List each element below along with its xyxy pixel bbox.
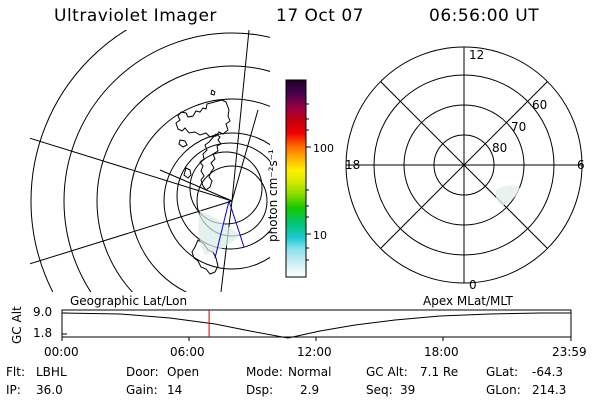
gcalt-label: GC Alt: [366, 365, 408, 379]
mode-label: Mode: [246, 365, 283, 379]
map-aurora [198, 210, 240, 255]
time-label: 06:56:00 UT [429, 6, 540, 26]
seq-value: 39 [400, 383, 416, 397]
glat-value: -64.3 [532, 365, 564, 379]
satellite-track [214, 200, 245, 259]
timeline-x-tick: 06:00 [170, 345, 205, 359]
lat-80-label: 80 [492, 141, 507, 155]
coastline [178, 139, 188, 148]
date-label: 17 Oct 07 [276, 6, 364, 26]
flt-value: LBHL [36, 365, 67, 379]
coastline [183, 167, 192, 179]
flt-label: Flt: [6, 365, 25, 379]
timeline-x-tick: 23:59 [552, 345, 587, 359]
colorbar-tick-100: 100 [313, 142, 334, 155]
timeline-x-tick: 12:00 [297, 345, 332, 359]
mlt-6-label: 6 [577, 158, 585, 172]
mode-value: Normal [288, 365, 332, 379]
glat-label: GLat: [486, 365, 519, 379]
gain-value: 14 [167, 383, 183, 397]
seq-label: Seq: [366, 383, 393, 397]
door-value: Open [167, 365, 200, 379]
dsp-label: Dsp: [246, 383, 274, 397]
timeline-x-tick: 18:00 [424, 345, 459, 359]
polar-diagonal-2 [380, 81, 548, 249]
apex-label: Apex MLat/MLT [423, 294, 513, 308]
colorbar [285, 79, 307, 278]
polar-aurora [495, 185, 520, 206]
mlt-18-label: 18 [345, 158, 360, 172]
mlt-12-label: 12 [469, 48, 484, 62]
magnetic-ring-outer [176, 142, 270, 250]
polar-plot [345, 46, 583, 284]
longitude-lines [30, 30, 259, 292]
gain-label: Gain: [126, 383, 158, 397]
dsp-value: 2.9 [300, 383, 320, 397]
coastline [175, 99, 231, 138]
ip-value: 36.0 [36, 383, 63, 397]
timeline-y-top: 9.0 [33, 305, 53, 319]
coastline [199, 133, 222, 191]
latitude-lines [30, 30, 270, 292]
colorbar-ticks [306, 103, 311, 261]
colorbar-unit-label: photon cm⁻²s⁻¹ [266, 149, 280, 242]
app-title: Ultraviolet Imager [54, 6, 217, 26]
timeline-x-ticks [61, 337, 572, 341]
glon-value: 214.3 [532, 383, 567, 397]
glon-label: GLon: [486, 383, 521, 397]
timeline-ylabel: GC Alt [10, 306, 24, 344]
timeline-y-ticks [62, 312, 67, 335]
gcalt-value: 7.1 Re [420, 365, 459, 379]
timeline-y-bottom: 1.8 [33, 326, 53, 340]
colorbar-tick-10: 10 [313, 229, 327, 242]
altitude-curve [61, 312, 571, 339]
ip-label: IP: [6, 383, 21, 397]
lat-70-label: 70 [511, 120, 526, 134]
geographic-map [30, 30, 270, 292]
door-label: Door: [126, 365, 159, 379]
magnetic-ring-inner [189, 151, 263, 225]
coastline [210, 89, 216, 96]
mlt-0-label: 0 [469, 278, 477, 292]
geographic-label: Geographic Lat/Lon [70, 294, 188, 308]
lat-60-label: 60 [532, 98, 547, 112]
timeline-x-tick: 00:00 [44, 345, 79, 359]
